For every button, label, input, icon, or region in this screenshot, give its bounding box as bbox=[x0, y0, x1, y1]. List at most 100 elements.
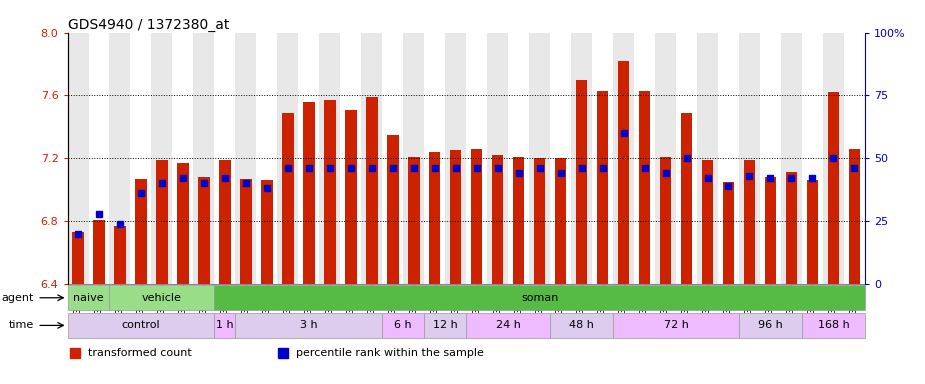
Bar bbox=[781, 33, 802, 284]
Bar bbox=[382, 33, 403, 284]
Bar bbox=[178, 163, 189, 284]
Bar bbox=[109, 285, 215, 310]
Bar bbox=[130, 33, 152, 284]
Bar bbox=[156, 160, 167, 284]
Bar bbox=[425, 313, 466, 338]
Text: 12 h: 12 h bbox=[433, 320, 458, 330]
Text: 48 h: 48 h bbox=[569, 320, 594, 330]
Bar bbox=[303, 102, 315, 284]
Bar bbox=[613, 33, 634, 284]
Bar bbox=[823, 33, 844, 284]
Bar bbox=[844, 33, 865, 284]
Bar bbox=[366, 97, 377, 284]
Bar bbox=[219, 160, 230, 284]
Bar bbox=[278, 33, 299, 284]
Bar bbox=[508, 33, 529, 284]
Bar bbox=[466, 33, 487, 284]
Text: 168 h: 168 h bbox=[818, 320, 849, 330]
Text: GDS4940 / 1372380_at: GDS4940 / 1372380_at bbox=[68, 18, 228, 31]
Text: 96 h: 96 h bbox=[758, 320, 783, 330]
Bar bbox=[429, 152, 440, 284]
Bar bbox=[89, 33, 109, 284]
Bar bbox=[529, 33, 550, 284]
Bar bbox=[172, 33, 193, 284]
Bar bbox=[261, 180, 273, 284]
Bar bbox=[198, 177, 210, 284]
Bar bbox=[68, 313, 215, 338]
Bar bbox=[387, 135, 399, 284]
Bar bbox=[571, 33, 592, 284]
Bar bbox=[324, 100, 336, 284]
Text: agent: agent bbox=[2, 293, 34, 303]
Bar bbox=[193, 33, 215, 284]
Bar bbox=[802, 33, 823, 284]
Bar bbox=[744, 160, 755, 284]
Bar bbox=[760, 33, 781, 284]
Bar bbox=[93, 220, 105, 284]
Bar bbox=[299, 33, 319, 284]
Bar bbox=[445, 33, 466, 284]
Bar bbox=[240, 179, 252, 284]
Bar bbox=[68, 33, 89, 284]
Text: percentile rank within the sample: percentile rank within the sample bbox=[296, 348, 484, 358]
Bar bbox=[471, 149, 483, 284]
Bar bbox=[114, 226, 126, 284]
Bar bbox=[848, 149, 860, 284]
Bar bbox=[697, 33, 718, 284]
Bar bbox=[550, 33, 571, 284]
Bar bbox=[639, 91, 650, 284]
Bar bbox=[362, 33, 382, 284]
Bar bbox=[425, 33, 445, 284]
Bar bbox=[512, 157, 524, 284]
Bar bbox=[828, 92, 839, 284]
Text: 72 h: 72 h bbox=[663, 320, 688, 330]
Bar bbox=[345, 109, 356, 284]
Bar bbox=[785, 172, 797, 284]
Bar bbox=[576, 80, 587, 284]
Bar bbox=[655, 33, 676, 284]
Bar bbox=[319, 33, 340, 284]
Text: time: time bbox=[8, 320, 34, 330]
Text: naive: naive bbox=[73, 293, 104, 303]
Bar bbox=[282, 113, 293, 284]
Bar bbox=[592, 33, 613, 284]
Bar bbox=[72, 232, 84, 284]
Bar bbox=[676, 33, 697, 284]
Bar bbox=[340, 33, 362, 284]
Bar bbox=[235, 313, 382, 338]
Text: vehicle: vehicle bbox=[142, 293, 182, 303]
Text: 6 h: 6 h bbox=[394, 320, 412, 330]
Bar bbox=[256, 33, 278, 284]
Bar bbox=[408, 157, 420, 284]
Bar bbox=[618, 61, 629, 284]
Bar bbox=[739, 33, 760, 284]
Bar bbox=[534, 158, 546, 284]
Bar bbox=[109, 33, 130, 284]
Bar bbox=[403, 33, 425, 284]
Text: 1 h: 1 h bbox=[216, 320, 234, 330]
Bar bbox=[152, 33, 172, 284]
Bar bbox=[765, 177, 776, 284]
Bar bbox=[681, 113, 692, 284]
Bar bbox=[450, 151, 462, 284]
Bar bbox=[215, 313, 235, 338]
Text: control: control bbox=[122, 320, 160, 330]
Text: transformed count: transformed count bbox=[88, 348, 192, 358]
Bar bbox=[487, 33, 508, 284]
Bar bbox=[613, 313, 739, 338]
Text: 3 h: 3 h bbox=[300, 320, 317, 330]
Bar bbox=[634, 33, 655, 284]
Bar bbox=[555, 158, 566, 284]
Bar bbox=[215, 33, 235, 284]
Bar bbox=[382, 313, 425, 338]
Bar bbox=[702, 160, 713, 284]
Bar bbox=[718, 33, 739, 284]
Bar bbox=[215, 285, 865, 310]
Text: 24 h: 24 h bbox=[496, 320, 521, 330]
Bar bbox=[802, 313, 865, 338]
Text: soman: soman bbox=[521, 293, 559, 303]
Bar bbox=[807, 180, 819, 284]
Bar bbox=[492, 155, 503, 284]
Bar bbox=[135, 179, 147, 284]
Bar bbox=[739, 313, 802, 338]
